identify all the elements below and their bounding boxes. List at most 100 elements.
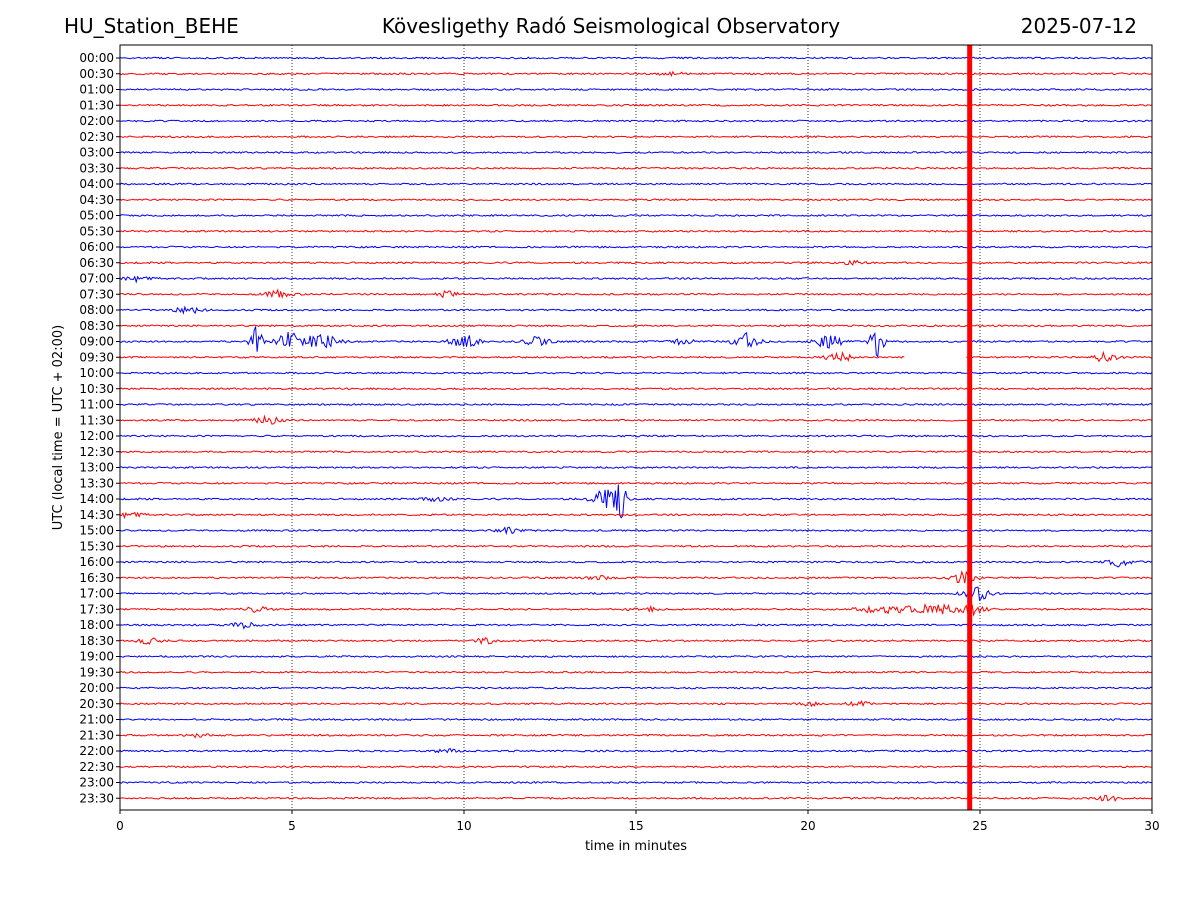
trace-2030 (119, 700, 1153, 708)
y-tick-label: 13:30 (79, 476, 114, 490)
y-tick-label: 00:30 (79, 67, 114, 81)
y-tick-label: 11:00 (79, 398, 114, 412)
trace-0200 (119, 119, 1153, 123)
trace-1500 (119, 526, 1153, 536)
x-tick-label: 20 (800, 819, 815, 833)
trace-1030 (119, 387, 1153, 391)
trace-0300 (119, 151, 1153, 154)
y-tick-label: 02:00 (79, 114, 114, 128)
trace-1430 (119, 511, 1153, 520)
y-tick-label: 19:00 (79, 650, 114, 664)
y-tick-label: 07:00 (79, 272, 114, 286)
y-tick-label: 15:00 (79, 524, 114, 538)
y-tick-label: 08:30 (79, 319, 114, 333)
trace-2100 (119, 717, 1153, 721)
y-tick-label: 23:30 (79, 791, 114, 805)
y-tick-label: 00:00 (79, 51, 114, 65)
station-label: HU_Station_BEHE (64, 14, 239, 38)
x-tick-label: 10 (456, 819, 471, 833)
x-tick-label: 25 (972, 819, 987, 833)
y-tick-label: 22:00 (79, 744, 114, 758)
trace-0130 (119, 103, 1153, 107)
trace-1230 (119, 450, 1153, 454)
trace-0730 (119, 288, 1153, 300)
x-tick-label: 15 (628, 819, 643, 833)
y-tick-label: 16:30 (79, 571, 114, 585)
x-tick-label: 30 (1144, 819, 1159, 833)
x-axis-label: time in minutes (585, 839, 687, 854)
y-tick-label: 03:00 (79, 146, 114, 160)
trace-0800 (119, 305, 1153, 315)
trace-1000 (119, 371, 1153, 375)
date-label: 2025-07-12 (1020, 14, 1137, 38)
trace-0530 (119, 229, 1153, 233)
y-tick-label: 09:00 (79, 335, 114, 349)
trace-0630 (119, 259, 1153, 266)
trace-1400 (119, 484, 1153, 519)
trace-0400 (119, 182, 1153, 186)
y-tick-label: 03:30 (79, 161, 114, 175)
trace-2330 (119, 794, 1153, 802)
trace-0100 (119, 88, 1153, 91)
trace-1630 (119, 570, 1153, 584)
y-tick-label: 07:30 (79, 287, 114, 301)
trace-0330 (119, 166, 1153, 170)
y-tick-label: 06:00 (79, 240, 114, 254)
y-tick-label: 18:30 (79, 634, 114, 648)
y-tick-label: 20:00 (79, 681, 114, 695)
y-tick-label: 01:00 (79, 83, 114, 97)
trace-2200 (119, 747, 1153, 754)
y-tick-label: 04:30 (79, 193, 114, 207)
y-tick-label: 05:00 (79, 209, 114, 223)
trace-0500 (119, 213, 1153, 217)
trace-0000 (119, 56, 1153, 60)
trace-0230 (119, 135, 1153, 139)
trace-1700 (119, 586, 1153, 602)
trace-lines (119, 56, 1153, 802)
y-tick-label: 12:30 (79, 445, 114, 459)
x-tick-label: 5 (288, 819, 296, 833)
trace-1100 (119, 402, 1153, 406)
trace-1730 (119, 603, 1153, 617)
y-tick-label: 10:00 (79, 366, 114, 380)
y-tick-label: 13:00 (79, 461, 114, 475)
y-tick-label: 17:00 (79, 587, 114, 601)
y-axis-label: UTC (local time = UTC + 02:00) (51, 325, 66, 530)
trace-0700 (119, 275, 1153, 284)
trace-1800 (119, 621, 1153, 630)
trace-1200 (119, 434, 1153, 438)
trace-2130 (119, 732, 1153, 739)
saturated-band (967, 45, 973, 810)
y-tick-label: 22:30 (79, 760, 114, 774)
x-tick-label: 0 (116, 819, 124, 833)
trace-1830 (119, 637, 1153, 646)
y-tick-label: 18:00 (79, 618, 114, 632)
y-tick-label: 11:30 (79, 413, 114, 427)
trace-0830 (119, 324, 1153, 328)
y-tick-label: 10:30 (79, 382, 114, 396)
y-tick-label: 08:00 (79, 303, 114, 317)
y-tick-label: 21:00 (79, 713, 114, 727)
y-tick-label: 14:30 (79, 508, 114, 522)
trace-2000 (119, 686, 1153, 690)
trace-0030 (119, 70, 1153, 78)
trace-1300 (119, 466, 1153, 469)
trace-1930 (119, 670, 1153, 674)
trace-0930 (119, 350, 1153, 363)
y-tick-label: 12:00 (79, 429, 114, 443)
y-tick-label: 06:30 (79, 256, 114, 270)
trace-1130 (119, 414, 1153, 425)
trace-1330 (119, 481, 1153, 485)
y-tick-label: 15:30 (79, 539, 114, 553)
y-tick-label: 21:30 (79, 728, 114, 742)
grid-lines (291, 45, 981, 810)
y-tick-label: 01:30 (79, 98, 114, 112)
y-tick-label: 20:30 (79, 697, 114, 711)
trace-1600 (119, 559, 1153, 568)
observatory-title: Kövesligethy Radó Seismological Observat… (381, 14, 841, 38)
y-tick-label: 14:00 (79, 492, 114, 506)
y-tick-label: 04:00 (79, 177, 114, 191)
saturated-band-rect (967, 45, 973, 810)
trace-0430 (119, 198, 1153, 202)
